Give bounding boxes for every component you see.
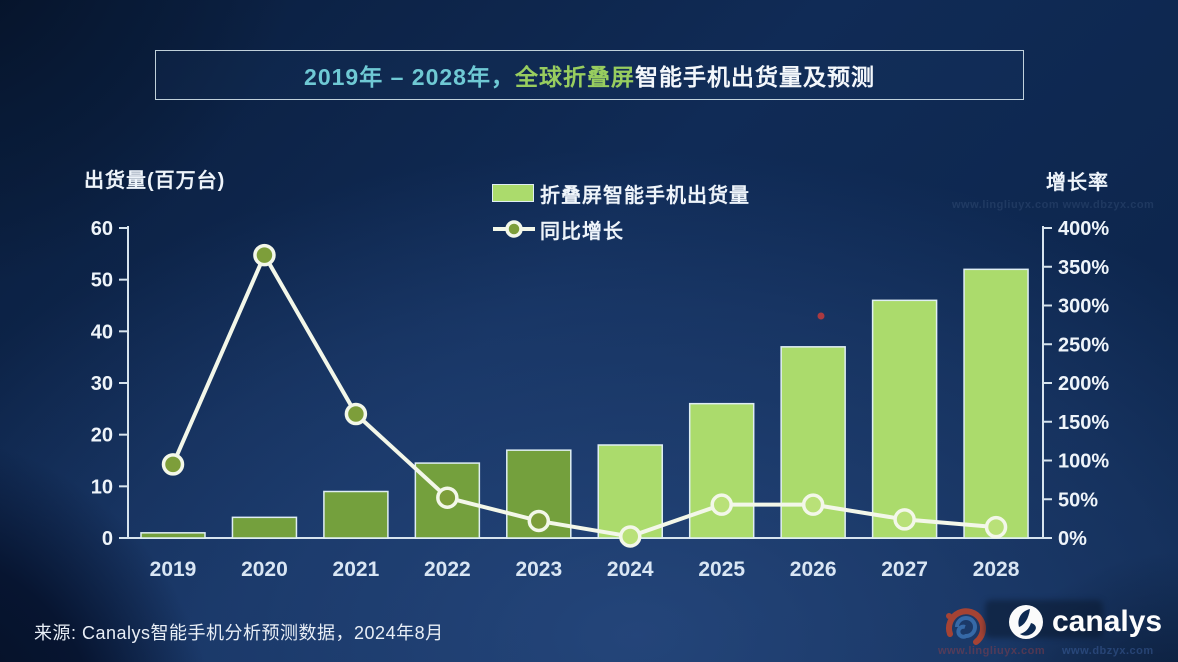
legend-row-line: 同比增长 <box>492 218 750 243</box>
bar-2021 <box>323 490 389 539</box>
year-label-2026: 2026 <box>790 558 837 581</box>
right-tick-label-0: 0% <box>1058 528 1087 550</box>
right-tick-label-350: 350% <box>1058 257 1109 279</box>
year-label-2028: 2028 <box>973 558 1020 581</box>
canalys-icon <box>1009 605 1043 639</box>
bar-legend-label: 折叠屏智能手机出货量 <box>540 184 750 207</box>
growth-marker-2025 <box>710 493 733 516</box>
growth-marker-2020 <box>253 243 276 267</box>
watermark-url-1: www.lingliuyx.com <box>938 645 1046 657</box>
year-label-2023: 2023 <box>515 558 562 581</box>
line-legend-marker <box>493 220 535 238</box>
left-axis-title: 出货量(百万台) <box>84 170 226 192</box>
year-label-2022: 2022 <box>424 558 471 581</box>
legend-row-bars: 折叠屏智能手机出货量 <box>492 182 750 207</box>
right-tick-label-100: 100% <box>1058 451 1109 473</box>
left-tick-label-60: 60 <box>91 218 113 240</box>
watermark-swirl-icon <box>946 608 986 645</box>
bar-2024 <box>597 444 663 539</box>
right-tick-label-300: 300% <box>1058 296 1109 318</box>
left-tick-label-30: 30 <box>91 373 113 395</box>
chart-title: 2019年 – 2028年， 全球折叠屏 智能手机出货量及预测 <box>155 50 1024 100</box>
line-legend-label: 同比增长 <box>540 220 624 243</box>
title-foldable: 全球折叠屏 <box>514 64 635 90</box>
growth-line <box>171 250 997 539</box>
bar-2028 <box>963 268 1029 539</box>
growth-marker-2022 <box>436 486 459 509</box>
bar-2020 <box>231 516 298 539</box>
growth-marker-2021 <box>344 402 368 426</box>
bar-2027 <box>871 299 938 539</box>
right-tick-label-250: 250% <box>1058 334 1109 356</box>
watermark-url-top: www.lingliuyx.com www.dbzyx.com <box>952 199 1155 211</box>
bar-2019 <box>140 532 206 539</box>
left-tick-label-0: 0 <box>102 528 113 550</box>
right-tick-label-50: 50% <box>1058 489 1098 511</box>
left-tick-label-40: 40 <box>91 321 113 343</box>
growth-marker-2023 <box>527 509 551 533</box>
title-rest: 智能手机出货量及预测 <box>634 64 875 90</box>
left-tick-label-50: 50 <box>91 270 113 292</box>
red-dot-artifact <box>817 312 825 320</box>
right-tick-label-400: 400% <box>1058 218 1109 240</box>
year-label-2019: 2019 <box>150 558 197 581</box>
bar-2025 <box>688 402 755 539</box>
canalys-logo: canalys <box>1008 604 1162 640</box>
growth-marker-2028 <box>984 515 1008 539</box>
right-axis-title: 增长率 <box>1046 172 1109 194</box>
source-note: 来源: Canalys智能手机分析预测数据，2024年8月 <box>34 623 444 643</box>
title-years: 2019年 – 2028年， <box>304 64 515 90</box>
watermark-smudge <box>985 600 1103 638</box>
left-tick-label-20: 20 <box>91 425 113 447</box>
year-label-2020: 2020 <box>241 558 288 581</box>
growth-marker-2027 <box>893 508 916 531</box>
year-label-2027: 2027 <box>881 558 928 581</box>
right-tick-label-150: 150% <box>1058 412 1109 434</box>
watermark-url-2: www.dbzyx.com <box>1062 645 1154 657</box>
year-label-2025: 2025 <box>698 558 745 581</box>
canalys-wordmark: canalys <box>1052 605 1163 638</box>
growth-marker-2026 <box>801 493 825 516</box>
year-label-2024: 2024 <box>607 558 654 581</box>
left-tick-label-10: 10 <box>91 476 113 498</box>
legend: 折叠屏智能手机出货量 同比增长 <box>492 182 750 254</box>
growth-marker-2024 <box>619 525 642 548</box>
bar-legend-swatch <box>492 184 534 202</box>
growth-marker-2019 <box>161 453 185 476</box>
year-label-2021: 2021 <box>333 558 380 581</box>
right-tick-label-200: 200% <box>1058 373 1109 395</box>
